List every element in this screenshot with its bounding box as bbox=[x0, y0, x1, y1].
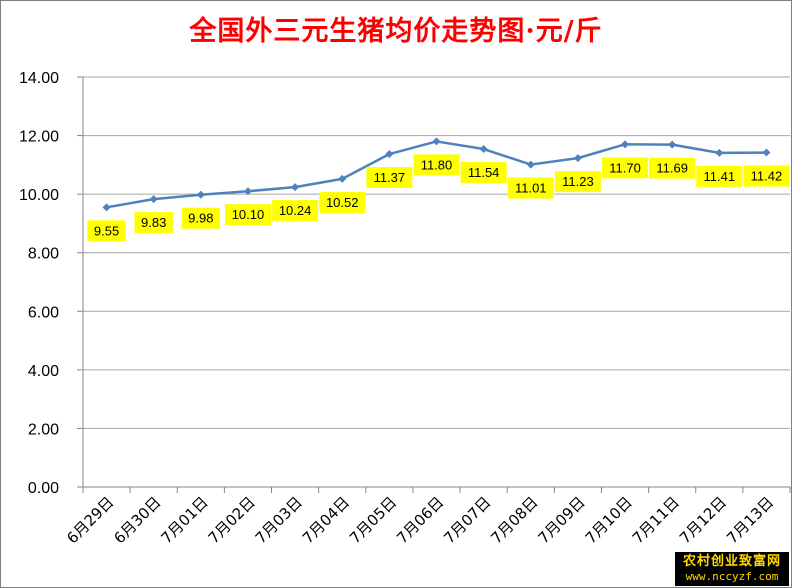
x-tick-label: 7月03日 bbox=[252, 493, 306, 547]
data-label-box bbox=[507, 177, 554, 199]
data-point-marker bbox=[291, 183, 300, 192]
data-label: 11.01 bbox=[515, 181, 547, 196]
data-point-marker bbox=[102, 203, 111, 212]
y-tick-label: 0.00 bbox=[28, 480, 59, 497]
data-label-box bbox=[181, 207, 221, 229]
x-tick-label: 6月29日 bbox=[63, 493, 117, 547]
data-label-box bbox=[554, 171, 601, 193]
data-point-marker bbox=[432, 137, 441, 146]
data-label: 11.23 bbox=[562, 174, 594, 189]
data-label: 10.10 bbox=[232, 207, 265, 222]
data-label-box bbox=[413, 154, 460, 176]
x-tick-label: 7月04日 bbox=[299, 493, 353, 547]
x-tick-label: 7月11日 bbox=[629, 493, 683, 547]
data-label-box bbox=[87, 220, 126, 242]
data-label: 11.42 bbox=[751, 169, 783, 184]
data-point-marker bbox=[573, 154, 582, 163]
y-tick-label: 10.00 bbox=[19, 187, 59, 204]
y-tick-label: 14.00 bbox=[19, 70, 59, 87]
x-tick-label: 7月06日 bbox=[393, 493, 447, 547]
x-tick-label: 7月10日 bbox=[582, 493, 636, 547]
data-label-box bbox=[134, 212, 173, 234]
site-watermark: 农村创业致富网 www.nccyzf.com bbox=[675, 552, 789, 586]
data-label: 11.69 bbox=[656, 161, 688, 176]
data-point-marker bbox=[243, 187, 252, 196]
data-label-box bbox=[272, 200, 319, 222]
data-label-box bbox=[224, 204, 271, 226]
data-label: 11.37 bbox=[374, 170, 406, 185]
data-label: 11.54 bbox=[468, 165, 500, 180]
data-label-box bbox=[649, 157, 696, 179]
data-label-box bbox=[602, 157, 649, 179]
data-point-marker bbox=[385, 150, 394, 159]
x-tick-label: 7月09日 bbox=[535, 493, 589, 547]
data-point-marker bbox=[668, 140, 677, 149]
data-point-marker bbox=[196, 190, 205, 199]
grid-lines bbox=[83, 76, 790, 429]
y-tick-label: 6.00 bbox=[28, 304, 59, 321]
data-point-marker bbox=[149, 195, 158, 204]
watermark-url: www.nccyzf.com bbox=[685, 570, 779, 583]
data-point-marker bbox=[479, 145, 488, 154]
y-tick-label: 4.00 bbox=[28, 363, 59, 380]
data-label-box bbox=[366, 167, 413, 189]
data-label: 11.80 bbox=[421, 157, 453, 172]
data-label: 9.83 bbox=[141, 215, 166, 230]
x-tick-label: 7月05日 bbox=[346, 493, 400, 547]
data-label: 10.24 bbox=[279, 203, 312, 218]
x-tick-label: 7月07日 bbox=[440, 493, 494, 547]
chart-title: 全国外三元生猪均价走势图·元/斤 bbox=[189, 16, 603, 47]
data-point-marker bbox=[762, 148, 771, 157]
data-label: 11.41 bbox=[704, 169, 736, 184]
data-label-box bbox=[319, 191, 366, 213]
x-tick-label: 7月01日 bbox=[157, 493, 211, 547]
data-point-marker bbox=[715, 148, 724, 157]
x-tick-label: 7月12日 bbox=[676, 493, 730, 547]
data-label: 10.52 bbox=[326, 195, 359, 210]
axes: 0.00 2.00 4.00 6.00 8.00 10.00 12.00 14.00 6月29日… bbox=[19, 70, 791, 547]
y-tick-label: 2.00 bbox=[28, 421, 59, 438]
data-label-box bbox=[696, 165, 743, 187]
watermark-name: 农村创业致富网 bbox=[682, 554, 781, 569]
y-tick-label: 8.00 bbox=[28, 246, 59, 263]
y-tick-label: 12.00 bbox=[19, 129, 59, 146]
data-label-box bbox=[743, 165, 790, 187]
price-series bbox=[102, 137, 771, 212]
data-label: 9.98 bbox=[188, 211, 213, 226]
data-label: 11.70 bbox=[609, 160, 641, 175]
data-point-marker bbox=[621, 140, 630, 149]
data-point-marker bbox=[526, 160, 535, 169]
data-label: 9.55 bbox=[94, 223, 119, 238]
data-labels: 9.55 9.83 9.98 10.10 10.24 10.52 11.37 11.80 11.… bbox=[87, 154, 790, 242]
data-point-marker bbox=[338, 174, 347, 183]
x-tick-label: 6月30日 bbox=[110, 493, 164, 547]
x-tick-label: 7月08日 bbox=[487, 493, 541, 547]
x-tick-label: 7月13日 bbox=[723, 493, 777, 547]
data-label-box bbox=[460, 162, 507, 184]
x-tick-label: 7月02日 bbox=[205, 493, 259, 547]
